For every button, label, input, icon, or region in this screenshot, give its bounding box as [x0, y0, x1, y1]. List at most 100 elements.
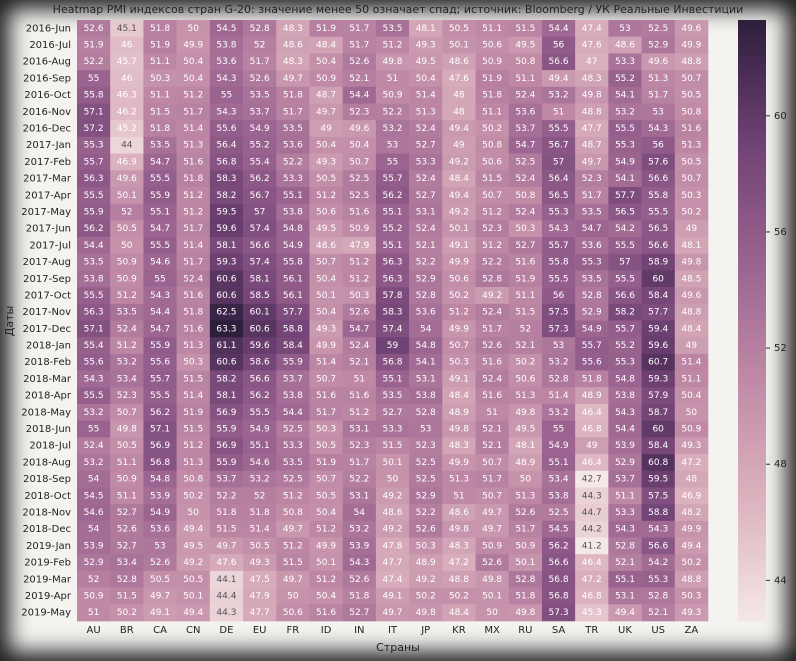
heatmap-cell	[243, 487, 277, 505]
cell-label: 51.2	[349, 408, 369, 418]
heatmap-cell	[575, 403, 609, 421]
heatmap-cell	[475, 136, 510, 154]
cell-label: 51.9	[515, 274, 535, 284]
heatmap-cell	[541, 103, 576, 121]
heatmap-cell	[176, 270, 211, 288]
cell-label: 53.8	[416, 391, 436, 401]
heatmap-cell	[608, 153, 642, 171]
heatmap-cell	[575, 220, 609, 238]
colorbar-segment	[738, 530, 766, 537]
heatmap-cell	[243, 370, 277, 388]
cell-label: 52.4	[482, 308, 502, 318]
heatmap-cell	[608, 370, 642, 388]
heatmap-cell	[243, 470, 277, 488]
cell-label: 49.6	[648, 57, 668, 67]
cell-label: 57.1	[150, 425, 170, 435]
cell-label: 53.5	[582, 207, 602, 217]
heatmap-cell	[674, 604, 709, 622]
heatmap-cell	[674, 337, 709, 355]
heatmap-cell	[176, 103, 211, 121]
heatmap-cell	[276, 370, 310, 388]
cell-label: 53.2	[349, 525, 369, 535]
cell-label: 51.9	[316, 458, 336, 468]
cell-label: 55	[88, 425, 99, 435]
cell-label: 48.4	[449, 608, 469, 618]
heatmap-cell	[176, 470, 211, 488]
cell-label: 50.1	[482, 591, 502, 601]
heatmap-cell	[608, 437, 642, 455]
cell-label: 51.4	[250, 525, 270, 535]
heatmap-cell	[409, 420, 443, 438]
heatmap-cell	[641, 170, 676, 188]
cell-label: 50.4	[183, 57, 203, 67]
cell-label: 50.4	[316, 508, 336, 518]
cell-label: 51.7	[283, 107, 303, 117]
heatmap-cell	[77, 387, 111, 405]
heatmap-cell	[243, 120, 277, 138]
colorbar-segment	[738, 255, 766, 261]
cell-label: 53.8	[549, 491, 569, 501]
heatmap-cell	[409, 136, 443, 154]
heatmap-cell	[508, 387, 543, 405]
cell-label: 54.4	[84, 241, 104, 251]
cell-label: 55.7	[84, 157, 104, 167]
cell-label: 50.3	[183, 358, 203, 368]
cell-label: 51.2	[349, 274, 369, 284]
heatmap-cell	[475, 353, 510, 371]
heatmap-cell	[442, 203, 476, 221]
cell-label: 56.3	[382, 258, 402, 268]
cell-label: 51.9	[150, 41, 170, 51]
cell-label: 52.6	[349, 57, 369, 67]
heatmap-cell	[342, 587, 377, 605]
cell-label: 51.2	[283, 491, 303, 501]
heatmap-cell	[77, 403, 111, 421]
heatmap-cell	[674, 53, 709, 71]
cell-label: 51.4	[183, 124, 203, 134]
cell-label: 48.4	[681, 324, 701, 334]
heatmap-cell	[608, 86, 642, 104]
cell-label: 49	[453, 141, 465, 151]
cell-label: 48.3	[449, 441, 469, 451]
heatmap-cell	[475, 537, 510, 555]
colorbar-segment	[738, 430, 766, 437]
heatmap-cell	[309, 186, 343, 204]
heatmap-cell	[508, 320, 543, 338]
heatmap-cell	[641, 403, 676, 421]
colorbar-segment	[738, 515, 766, 522]
colorbar-segment	[738, 340, 766, 347]
heatmap-cell	[342, 120, 377, 138]
cell-label: 51.6	[349, 207, 369, 217]
heatmap-cell	[475, 370, 510, 388]
cell-label: 52.5	[283, 475, 303, 485]
cell-label: 50.7	[482, 491, 502, 501]
heatmap-cell	[409, 170, 443, 188]
cell-label: 51.2	[183, 207, 203, 217]
cell-label: 51.3	[183, 458, 203, 468]
heatmap-cell	[143, 36, 177, 54]
heatmap-cell	[442, 120, 476, 138]
heatmap-cell	[641, 604, 676, 622]
cell-label: 50.2	[681, 558, 701, 568]
heatmap-cell	[110, 103, 144, 121]
heatmap-cell	[541, 53, 576, 71]
cell-label: 57.4	[382, 324, 402, 334]
cell-label: 56.6	[648, 241, 668, 251]
cell-label: 50.7	[117, 408, 137, 418]
chart-title: Heatmap PMI индексов стран G-20: значени…	[53, 3, 744, 16]
cell-label: 52.1	[515, 341, 535, 351]
cell-label: 55.5	[615, 124, 635, 134]
heatmap-cell	[110, 454, 144, 472]
cell-label: 48	[453, 107, 465, 117]
cell-label: 49.9	[681, 525, 701, 535]
cell-label: 49.6	[681, 291, 701, 301]
heatmap-cell	[209, 353, 244, 371]
heatmap-cell	[508, 103, 543, 121]
heatmap-cell	[409, 153, 443, 171]
cell-label: 55.1	[382, 374, 402, 384]
cell-label: 50.9	[681, 425, 701, 435]
heatmap-cell	[475, 604, 510, 622]
cell-label: 52.7	[382, 408, 402, 418]
heatmap-cell	[209, 487, 244, 505]
cell-label: 59.6	[250, 341, 270, 351]
heatmap-cell	[342, 220, 377, 238]
